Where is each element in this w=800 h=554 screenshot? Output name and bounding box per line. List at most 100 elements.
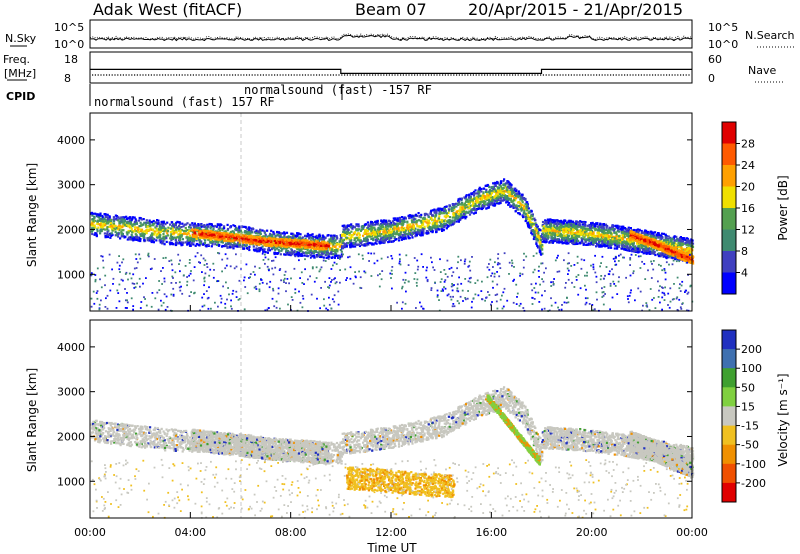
power-cell	[344, 225, 347, 228]
power-cell	[459, 208, 462, 211]
power-cell	[369, 223, 373, 226]
power-cell	[231, 246, 234, 249]
power-cell	[653, 234, 656, 237]
power-cell	[247, 232, 250, 235]
power-cell	[379, 238, 382, 242]
power-cell	[654, 231, 657, 234]
power-cell	[381, 221, 384, 224]
power-cell	[317, 253, 320, 256]
power-cell	[331, 241, 334, 244]
power-cell	[341, 247, 345, 250]
power-cell	[114, 218, 117, 221]
power-cell	[226, 223, 229, 226]
power-cell	[192, 243, 195, 246]
power-cell	[510, 187, 514, 191]
power-cell	[469, 199, 472, 202]
power-cell	[182, 241, 185, 244]
power-cell	[181, 222, 184, 225]
power-cell	[203, 242, 207, 245]
power-cell	[370, 221, 374, 224]
power-cell	[277, 231, 280, 234]
power-cell	[596, 238, 599, 241]
power-cell	[512, 203, 515, 206]
power-cell	[342, 239, 345, 242]
power-cell	[550, 236, 553, 239]
power-cell	[101, 216, 104, 219]
power-cell	[261, 248, 264, 251]
power-cell	[103, 217, 106, 220]
power-cell	[430, 216, 433, 219]
power-cell	[313, 256, 316, 259]
power-cell	[667, 235, 670, 238]
power-cell	[290, 249, 293, 252]
power-cell	[123, 219, 126, 222]
power-cell	[204, 244, 207, 247]
power-cell	[427, 220, 430, 223]
power-cell	[310, 233, 313, 237]
power-cell	[471, 199, 474, 202]
power-cell	[96, 215, 99, 218]
power-cell	[148, 237, 151, 240]
power-cell	[504, 182, 508, 185]
power-cell	[241, 245, 244, 248]
power-cell	[192, 238, 196, 241]
power-cell	[111, 233, 114, 236]
power-cell	[226, 229, 229, 232]
power-cell	[193, 226, 196, 229]
power-cell	[301, 254, 304, 257]
power-cell	[479, 200, 482, 204]
power-cell	[158, 239, 161, 242]
power-cell	[260, 247, 263, 250]
power-cell	[91, 232, 94, 236]
power-cell	[159, 234, 162, 237]
power-cell	[317, 251, 320, 254]
power-cell	[442, 212, 446, 215]
power-cell	[407, 237, 410, 240]
power-cell	[172, 233, 175, 236]
power-cell	[402, 237, 405, 240]
power-cell	[95, 213, 98, 216]
power-cell	[280, 246, 283, 249]
power-cell	[511, 200, 514, 203]
power-cell	[402, 229, 405, 232]
power-cell	[363, 229, 367, 232]
power-cell	[573, 240, 577, 243]
power-cell	[571, 232, 574, 235]
power-cell	[300, 248, 303, 251]
power-cell	[190, 238, 193, 241]
power-cell	[119, 225, 122, 228]
power-cell	[476, 200, 479, 203]
power-cell	[330, 251, 333, 254]
power-cell	[123, 221, 126, 224]
power-cell	[361, 225, 365, 228]
power-cell	[248, 230, 251, 233]
power-cell	[408, 217, 411, 220]
power-cell	[326, 256, 330, 259]
nave-label: Nave	[748, 64, 776, 77]
power-cell	[153, 230, 156, 233]
power-cell	[176, 242, 179, 245]
power-cell	[131, 216, 134, 219]
power-cell	[297, 252, 300, 255]
power-cell	[91, 224, 94, 227]
power-cell	[324, 236, 327, 239]
power-cell	[102, 224, 105, 227]
power-cell	[152, 233, 156, 236]
cpid-mode-1: normalsound (fast) 157 RF	[94, 95, 275, 109]
freq-label: Freq.	[3, 53, 30, 66]
power-cell	[427, 215, 430, 219]
power-cell	[141, 231, 145, 234]
power-cell	[485, 188, 488, 191]
power-cell	[117, 216, 120, 219]
power-cell	[183, 232, 186, 235]
power-cell	[111, 229, 114, 232]
power-cell	[113, 219, 116, 223]
power-cell	[125, 215, 128, 218]
power-cell	[232, 231, 235, 235]
power-cell	[357, 224, 360, 227]
power-cell	[94, 226, 97, 229]
power-cell	[374, 235, 377, 238]
power-cell	[442, 223, 445, 226]
power-cell	[499, 199, 502, 202]
cpid-label: CPID	[6, 90, 35, 103]
